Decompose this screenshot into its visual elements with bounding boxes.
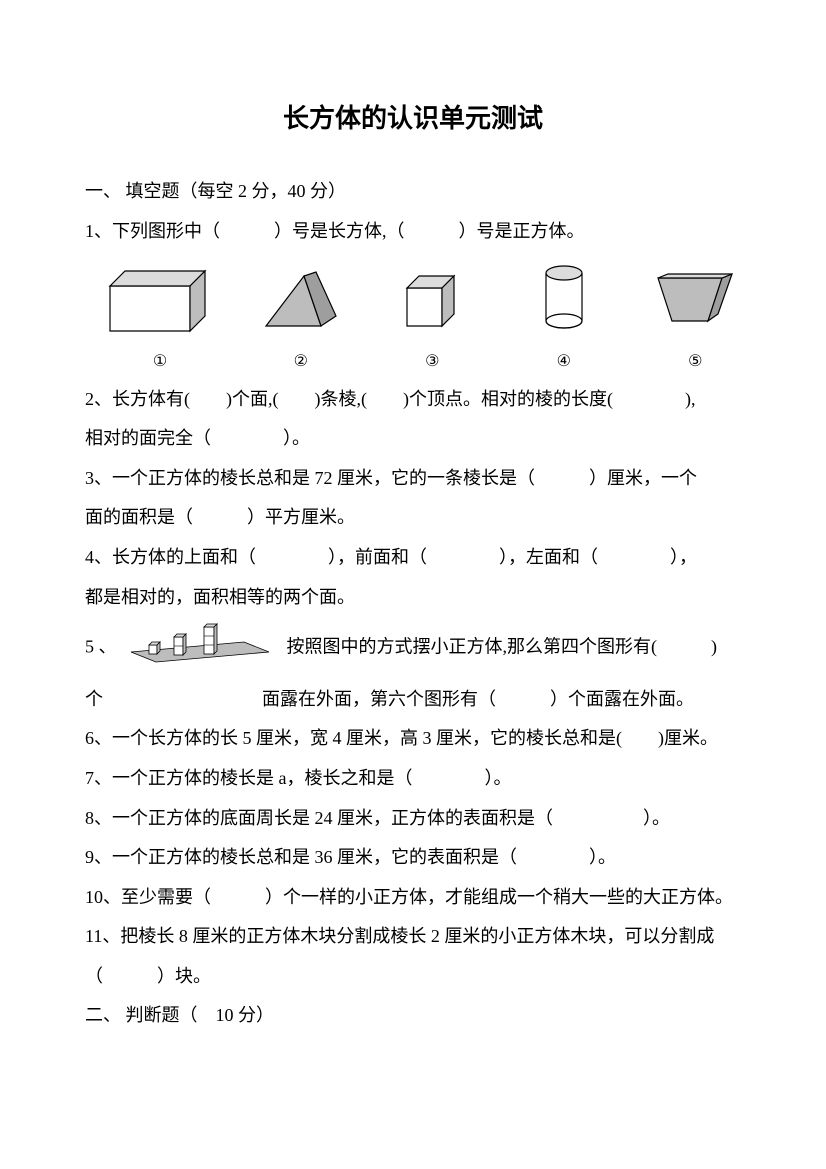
shape-2-prism: ② (255, 266, 347, 379)
page-title: 长方体的认识单元测试 (85, 90, 741, 147)
question-7: 7、一个正方体的棱长是 a，棱长之和是（ ）。 (85, 759, 741, 799)
question-4a: 4、长方体的上面和（ ），前面和（ ），左面和（ ）， (85, 538, 741, 578)
shape-3-cube: ③ (387, 266, 479, 379)
question-3a: 3、一个正方体的棱长总和是 72 厘米，它的一条棱长是（ ）厘米，一个 (85, 459, 741, 499)
cylinder-icon (534, 261, 594, 336)
platform-cubes-icon (129, 617, 274, 665)
q5-figure (129, 617, 274, 680)
question-6: 6、一个长方体的长 5 厘米，宽 4 厘米，高 3 厘米，它的棱长总和是( )厘… (85, 719, 741, 759)
cuboid-icon (105, 266, 215, 336)
question-2a: 2、长方体有( )个面,( )条棱,( )个顶点。相对的棱的长度( ), (85, 380, 741, 420)
shape-3-label: ③ (387, 344, 479, 379)
question-4b: 都是相对的，面积相等的两个面。 (85, 578, 741, 618)
question-9: 9、一个正方体的棱长总和是 36 厘米，它的表面积是（ ）。 (85, 838, 741, 878)
question-3b: 面的面积是（ ）平方厘米。 (85, 498, 741, 538)
question-11a: 11、把棱长 8 厘米的正方体木块分割成棱长 2 厘米的小正方体木块，可以分割成 (85, 917, 741, 957)
section-2-heading: 二、 判断题（ 10 分） (85, 996, 741, 1036)
question-1: 1、下列图形中（ ）号是长方体,（ ）号是正方体。 (85, 212, 741, 252)
shape-4-label: ④ (518, 344, 610, 379)
q5b-prefix: 个 (85, 689, 103, 709)
shapes-row: ① ② ③ (85, 251, 741, 379)
shape-5-label: ⑤ (650, 344, 742, 379)
shape-4-cylinder: ④ (518, 261, 610, 379)
question-2b: 相对的面完全（ ）。 (85, 419, 741, 459)
shape-5-frustum: ⑤ (650, 266, 742, 379)
frustum-icon (650, 266, 740, 336)
q5a-text: 按照图中的方式摆小正方体,那么第四个图形有( ) (287, 637, 718, 657)
shape-2-label: ② (255, 344, 347, 379)
shape-1-label: ① (105, 344, 215, 379)
q5b-text: 面露在外面，第六个图形有（ ）个面露在外面。 (262, 689, 694, 709)
question-8: 8、一个正方体的底面周长是 24 厘米，正方体的表面积是（ ）。 (85, 799, 741, 839)
question-5a: 5 、 按照图中的方式摆小正方体,那么第四个图形有( (85, 617, 741, 680)
question-5b: 个 面露在外面，第六个图形有（ ）个面露在外面。 (85, 680, 741, 720)
question-10: 10、至少需要（ ）个一样的小正方体，才能组成一个稍大一些的大正方体。 (85, 878, 741, 918)
document-page: 长方体的认识单元测试 一、 填空题（每空 2 分，40 分） 1、下列图形中（ … (0, 0, 826, 1169)
shape-1-cuboid: ① (105, 266, 215, 379)
cube-icon (397, 266, 467, 336)
q5-prefix: 5 、 (85, 637, 117, 657)
triangle-prism-icon (256, 266, 346, 336)
section-1-heading: 一、 填空题（每空 2 分，40 分） (85, 172, 741, 212)
question-11b: （ ）块。 (85, 957, 741, 997)
